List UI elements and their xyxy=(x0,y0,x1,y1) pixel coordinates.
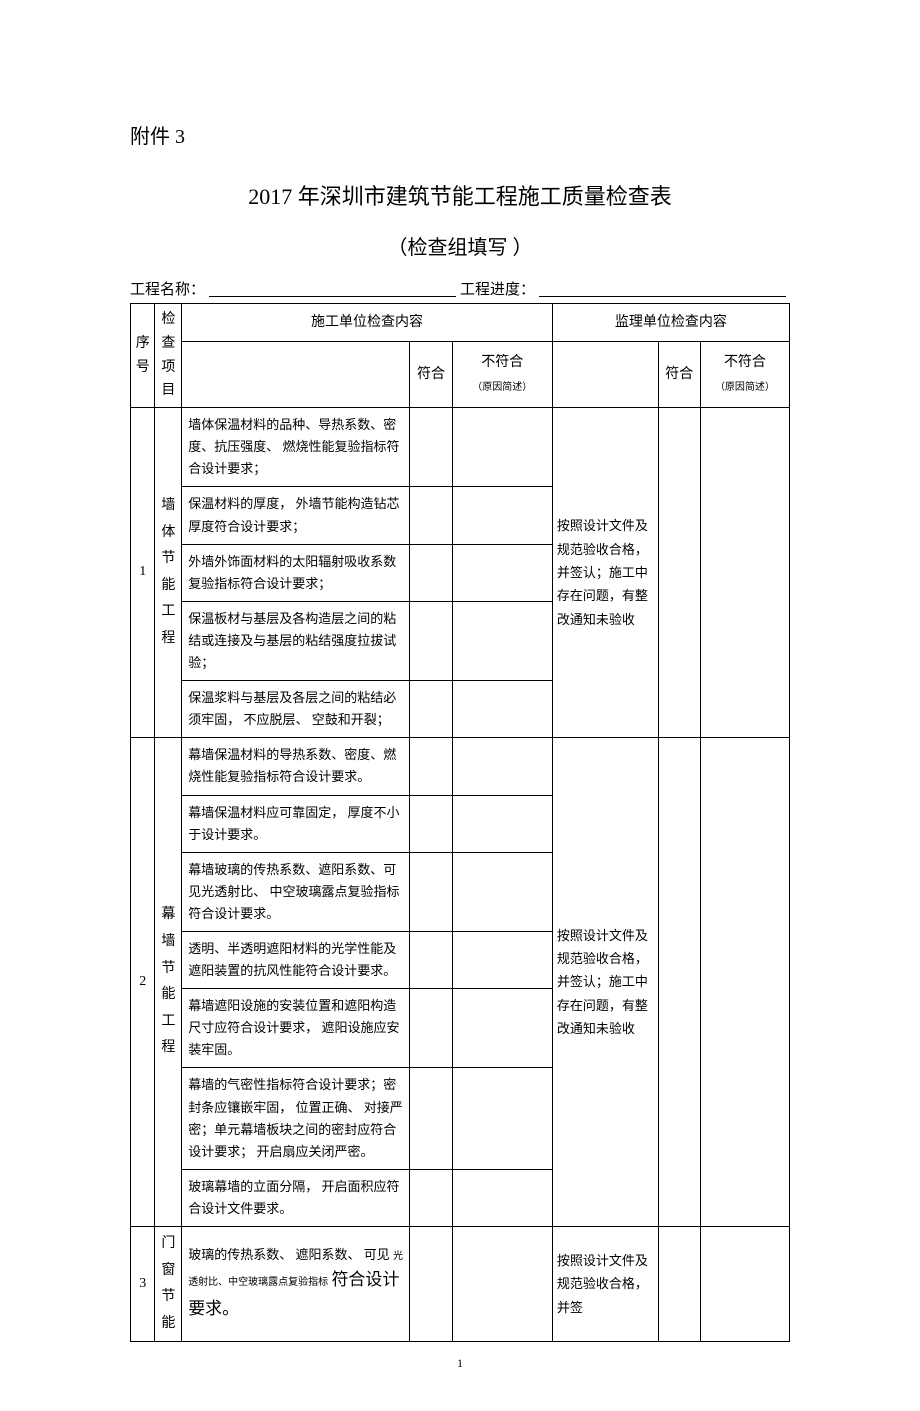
item-cell: 幕墙节能工程 xyxy=(155,738,182,1227)
noconform-cell[interactable] xyxy=(452,681,552,738)
conform-cell[interactable] xyxy=(410,408,452,487)
conform-cell[interactable] xyxy=(410,795,452,852)
supv-conform-cell[interactable] xyxy=(658,738,700,1227)
item-cell: 墙体节能工程 xyxy=(155,408,182,738)
construction-content: 幕墙的气密性指标符合设计要求；密封条应镶嵌牢固， 位置正确、 对接严密；单元幕墙… xyxy=(182,1068,410,1169)
conform-cell[interactable] xyxy=(410,931,452,988)
supervision-content: 按照设计文件及规范验收合格，并签认；施工中存在问题，有整改通知未验收 xyxy=(552,738,658,1227)
conform-cell[interactable] xyxy=(410,601,452,680)
noconform-cell[interactable] xyxy=(452,601,552,680)
item-cell: 门窗节能 xyxy=(155,1227,182,1342)
noconform-cell[interactable] xyxy=(452,931,552,988)
meta-row: 工程名称： 工程进度： xyxy=(130,278,790,299)
construction-content: 幕墙保温材料应可靠固定， 厚度不小于设计要求。 xyxy=(182,795,410,852)
noconform-cell[interactable] xyxy=(452,795,552,852)
noconform-cell[interactable] xyxy=(452,487,552,544)
seq-cell: 1 xyxy=(131,408,155,738)
noconform-cell[interactable] xyxy=(452,989,552,1068)
supv-noconform-cell[interactable] xyxy=(700,1227,789,1342)
construction-content: 幕墙遮阳设施的安装位置和遮阳构造尺寸应符合设计要求， 遮阳设施应安装牢固。 xyxy=(182,989,410,1068)
attachment-label: 附件 3 xyxy=(130,120,790,149)
noconform-cell[interactable] xyxy=(452,738,552,795)
project-progress-label: 工程进度： xyxy=(460,278,535,299)
supv-noconform-cell[interactable] xyxy=(700,408,789,738)
table-row: 3 门窗节能 玻璃的传热系数、 遮阳系数、 可见 光透射比、中空玻璃露点复验指标… xyxy=(131,1227,790,1342)
page-subtitle: （检查组填写 ） xyxy=(130,231,790,260)
noconform-label: 不符合 xyxy=(481,355,523,370)
header-noconform-2: 不符合 （原因简述） xyxy=(700,342,789,408)
inspection-table: 序号 检查项目 施工单位检查内容 监理单位检查内容 符合 不符合 （原因简述） … xyxy=(130,303,790,1342)
construction-content: 玻璃的传热系数、 遮阳系数、 可见 光透射比、中空玻璃露点复验指标 符合设计要求… xyxy=(182,1227,410,1342)
conform-cell[interactable] xyxy=(410,487,452,544)
supv-noconform-cell[interactable] xyxy=(700,738,789,1227)
project-name-label: 工程名称： xyxy=(130,278,205,299)
construction-content: 墙体保温材料的品种、导热系数、密度、抗压强度、 燃烧性能复验指标符合设计要求； xyxy=(182,408,410,487)
header-check-item: 检查项目 xyxy=(155,304,182,408)
construction-content: 玻璃幕墙的立面分隔， 开启面积应符合设计文件要求。 xyxy=(182,1169,410,1226)
header-blank xyxy=(182,342,410,408)
construction-content: 透明、半透明遮阳材料的光学性能及遮阳装置的抗风性能符合设计要求。 xyxy=(182,931,410,988)
header-conform-1: 符合 xyxy=(410,342,452,408)
supv-conform-cell[interactable] xyxy=(658,1227,700,1342)
construction-content: 保温浆料与基层及各层之间的粘结必须牢固， 不应脱层、 空鼓和开裂； xyxy=(182,681,410,738)
construction-content: 保温板材与基层及各构造层之间的粘结或连接及与基层的粘结强度拉拔试验； xyxy=(182,601,410,680)
noconform-cell[interactable] xyxy=(452,1169,552,1226)
supervision-content: 按照设计文件及规范验收合格，并签 xyxy=(552,1227,658,1342)
table-row: 1 墙体节能工程 墙体保温材料的品种、导热系数、密度、抗压强度、 燃烧性能复验指… xyxy=(131,408,790,487)
supervision-content: 按照设计文件及规范验收合格，并签认；施工中存在问题，有整改通知未验收 xyxy=(552,408,658,738)
table-header-row: 序号 检查项目 施工单位检查内容 监理单位检查内容 xyxy=(131,304,790,342)
noconform-sub: （原因简述） xyxy=(472,382,532,393)
project-progress-field[interactable] xyxy=(539,278,786,297)
noconform-sub-2: （原因简述） xyxy=(715,382,775,393)
header-blank-2 xyxy=(552,342,658,408)
project-name-field[interactable] xyxy=(209,278,456,297)
noconform-cell[interactable] xyxy=(452,852,552,931)
mixed-text: 可见 xyxy=(364,1247,390,1262)
construction-content: 幕墙保温材料的导热系数、密度、燃烧性能复验指标符合设计要求。 xyxy=(182,738,410,795)
noconform-cell[interactable] xyxy=(452,544,552,601)
supv-conform-cell[interactable] xyxy=(658,408,700,738)
noconform-label-2: 不符合 xyxy=(724,355,766,370)
conform-cell[interactable] xyxy=(410,1068,452,1169)
page-number: 1 xyxy=(130,1356,790,1371)
conform-cell[interactable] xyxy=(410,681,452,738)
table-subheader-row: 符合 不符合 （原因简述） 符合 不符合 （原因简述） xyxy=(131,342,790,408)
mixed-text: 玻璃的传热系数、 xyxy=(188,1247,292,1262)
noconform-cell[interactable] xyxy=(452,1068,552,1169)
construction-content: 幕墙玻璃的传热系数、遮阳系数、可见光透射比、 中空玻璃露点复验指标符合设计要求。 xyxy=(182,852,410,931)
conform-cell[interactable] xyxy=(410,989,452,1068)
construction-content: 保温材料的厚度， 外墙节能构造钻芯厚度符合设计要求； xyxy=(182,487,410,544)
seq-cell: 2 xyxy=(131,738,155,1227)
noconform-cell[interactable] xyxy=(452,408,552,487)
header-construction: 施工单位检查内容 xyxy=(182,304,553,342)
conform-cell[interactable] xyxy=(410,1227,452,1342)
header-supervision: 监理单位检查内容 xyxy=(552,304,789,342)
conform-cell[interactable] xyxy=(410,544,452,601)
page-title: 2017 年深圳市建筑节能工程施工质量检查表 xyxy=(130,179,790,211)
construction-content: 外墙外饰面材料的太阳辐射吸收系数复验指标符合设计要求； xyxy=(182,544,410,601)
mixed-text: 遮阳系数、 xyxy=(295,1247,360,1262)
noconform-cell[interactable] xyxy=(452,1227,552,1342)
seq-cell: 3 xyxy=(131,1227,155,1342)
table-row: 2 幕墙节能工程 幕墙保温材料的导热系数、密度、燃烧性能复验指标符合设计要求。 … xyxy=(131,738,790,795)
conform-cell[interactable] xyxy=(410,852,452,931)
conform-cell[interactable] xyxy=(410,1169,452,1226)
conform-cell[interactable] xyxy=(410,738,452,795)
header-conform-2: 符合 xyxy=(658,342,700,408)
header-seq: 序号 xyxy=(131,304,155,408)
header-noconform-1: 不符合 （原因简述） xyxy=(452,342,552,408)
